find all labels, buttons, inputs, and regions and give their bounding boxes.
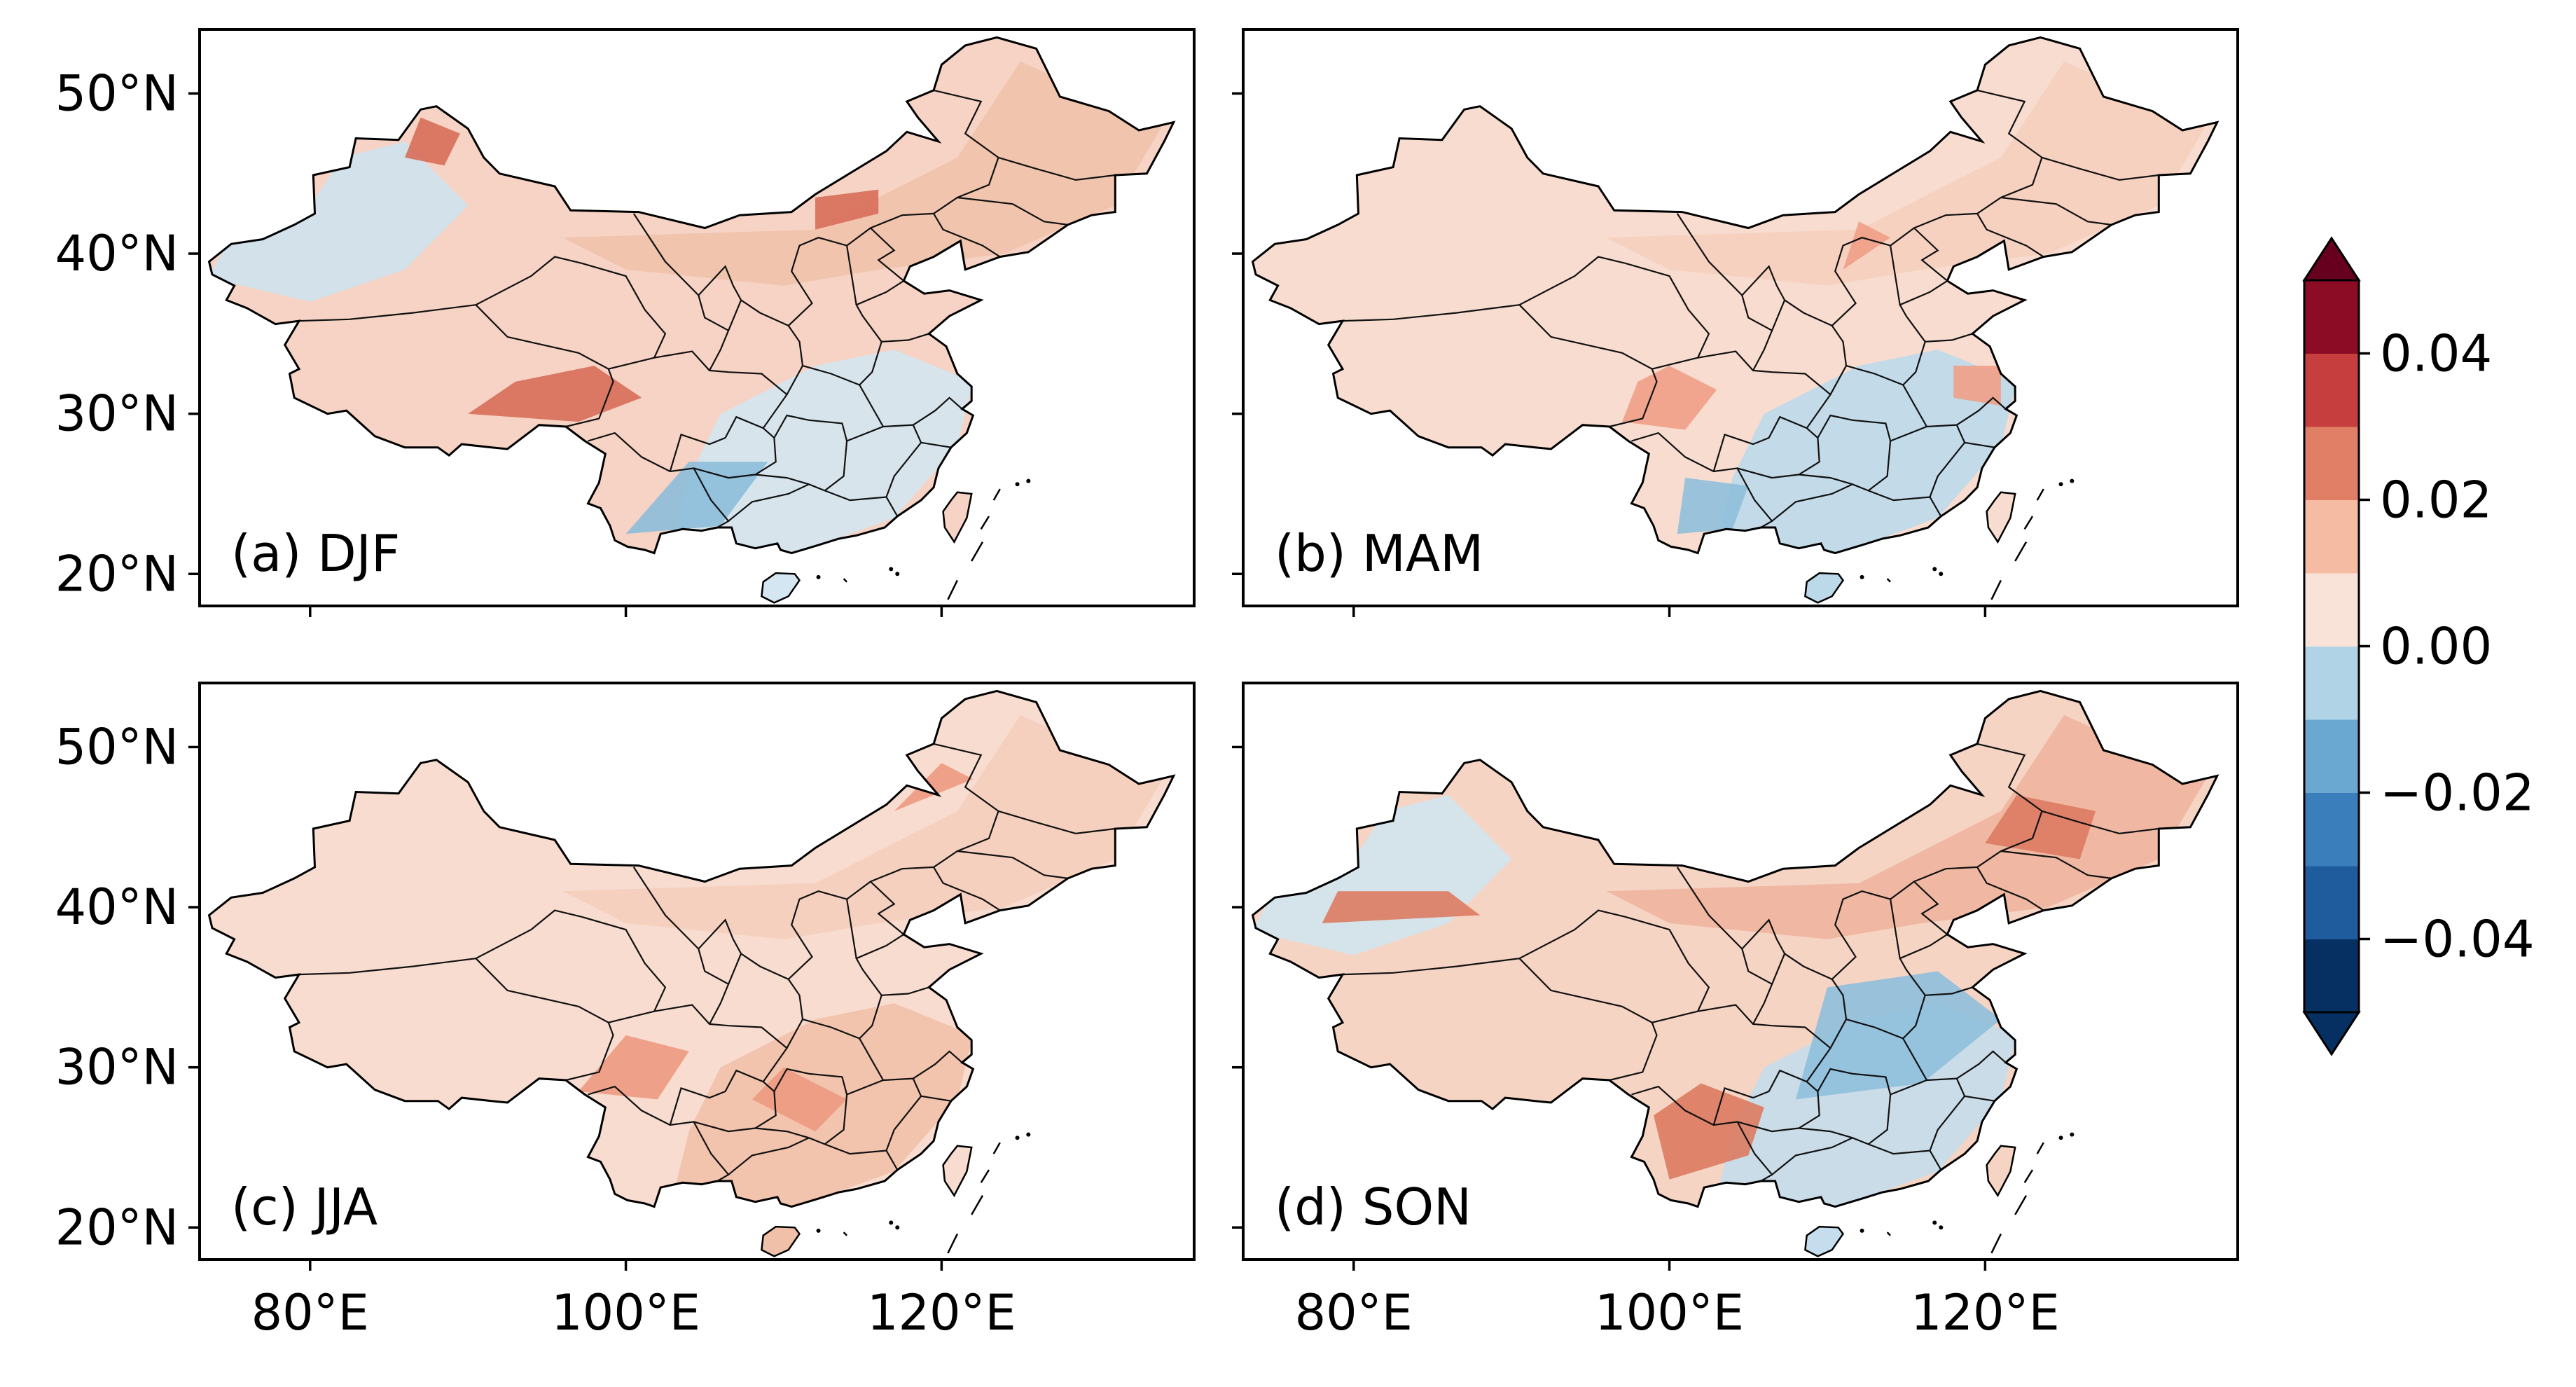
panel-c: 50°N 40°N 30°N 20°N 80°E 100°E 120°E (c) JJA <box>55 682 1196 1341</box>
panel-label: (a) DJF <box>231 524 400 583</box>
lon-tick-label: 80°E <box>1295 1284 1413 1341</box>
south-sea-marks <box>1886 1142 2044 1254</box>
lat-tick-label: 20°N <box>55 1199 179 1256</box>
south-sea-marks <box>843 1142 1001 1254</box>
island-dot <box>1860 574 1864 579</box>
colorbar-extend-min <box>2302 1011 2361 1056</box>
colorbar-extend-max <box>2302 236 2361 282</box>
island-dot <box>1026 478 1031 483</box>
lat-tick-label: 20°N <box>55 545 179 602</box>
lat-tick-label: 50°N <box>55 64 179 122</box>
lat-tick-label: 40°N <box>55 225 179 282</box>
taiwan-island <box>1986 491 2016 544</box>
island-dot <box>2070 1132 2075 1137</box>
colorbar-bin <box>2304 792 2359 867</box>
lon-tick-label: 80°E <box>251 1284 369 1341</box>
province-boundaries <box>298 743 1116 1182</box>
panel-label: (d) SON <box>1275 1178 1471 1236</box>
hainan-island <box>761 572 801 604</box>
lat-tick-label: 40°N <box>55 878 179 936</box>
province-boundaries <box>1342 743 2159 1182</box>
china-outline <box>1251 689 2220 1208</box>
panels-layer: 50°N 40°N 30°N 20°N (a) DJF (b) MAM 50°N 40°N 30… <box>55 28 2239 1341</box>
lon-tick-label: 120°E <box>1911 1284 2060 1341</box>
island-dot <box>1939 1225 1944 1230</box>
colorbar-tick-label: 0.02 <box>2380 471 2492 530</box>
island-dot <box>2058 482 2063 487</box>
south-sea-marks <box>1886 488 2044 600</box>
panel-frame <box>1242 28 2239 607</box>
hainan-island <box>1804 572 1845 604</box>
hainan-island <box>761 1225 801 1257</box>
panel-frame <box>1242 682 2239 1261</box>
island-dot <box>895 1225 900 1230</box>
island-dot <box>1939 572 1944 577</box>
lon-tick-label: 120°E <box>867 1284 1016 1341</box>
taiwan-island <box>942 491 973 544</box>
china-outline <box>1251 36 2220 555</box>
lat-tick-label: 30°N <box>55 385 179 443</box>
anomaly-field <box>1252 37 2217 553</box>
colorbar-bin <box>2304 280 2359 354</box>
taiwan-island <box>942 1145 973 1198</box>
island-dot <box>816 574 821 579</box>
anomaly-field <box>209 691 1174 1207</box>
taiwan-island <box>1986 1145 2016 1198</box>
island-dot <box>2070 478 2075 483</box>
anomaly-field <box>209 37 1174 553</box>
panel-frame <box>198 28 1196 607</box>
colorbar-bin <box>2304 573 2359 647</box>
lon-tick-label: 100°E <box>1595 1284 1744 1341</box>
island-dot <box>1860 1228 1864 1233</box>
colorbar: 0.04 0.02 0.00 −0.02 −0.04 <box>2302 236 2535 1056</box>
colorbar-bin <box>2304 719 2359 793</box>
island-dot <box>1026 1132 1031 1137</box>
panel-label: (b) MAM <box>1275 524 1483 583</box>
colorbar-bin <box>2304 646 2359 720</box>
south-sea-marks <box>843 488 1001 600</box>
lat-tick-label: 50°N <box>55 718 179 775</box>
island-dot <box>816 1228 821 1233</box>
island-dot <box>1015 482 1020 487</box>
china-outline <box>207 689 1176 1208</box>
colorbar-tick-label: 0.00 <box>2380 617 2492 676</box>
colorbar-tick-label: −0.04 <box>2380 910 2535 969</box>
panel-label: (c) JJA <box>231 1178 378 1236</box>
island-dot <box>889 567 894 572</box>
anomaly-field <box>1252 691 2217 1207</box>
hainan-island <box>1804 1225 1845 1257</box>
panel-frame <box>198 682 1196 1261</box>
island-dot <box>1015 1136 1020 1140</box>
island-dot <box>889 1220 894 1225</box>
panel-b: (b) MAM <box>1232 28 2239 617</box>
panel-a: 50°N 40°N 30°N 20°N (a) DJF <box>55 28 1196 617</box>
colorbar-tick-label: −0.02 <box>2380 764 2535 822</box>
island-dot <box>895 572 900 577</box>
island-dot <box>1932 1220 1937 1225</box>
province-boundaries <box>298 89 1116 528</box>
colorbar-tick-label: 0.04 <box>2380 324 2492 383</box>
colorbar-bin <box>2304 353 2359 427</box>
island-dot <box>1932 567 1937 572</box>
colorbar-bin <box>2304 499 2359 574</box>
china-outline <box>207 36 1176 555</box>
lon-tick-label: 100°E <box>551 1284 700 1341</box>
island-dot <box>2058 1136 2063 1140</box>
province-boundaries <box>1342 89 2159 528</box>
panel-d: 80°E 100°E 120°E (d) SON <box>1232 682 2239 1341</box>
colorbar-bin <box>2304 866 2359 939</box>
lat-tick-label: 30°N <box>55 1039 179 1096</box>
colorbar-bin <box>2304 427 2359 500</box>
colorbar-bin <box>2304 939 2359 1013</box>
